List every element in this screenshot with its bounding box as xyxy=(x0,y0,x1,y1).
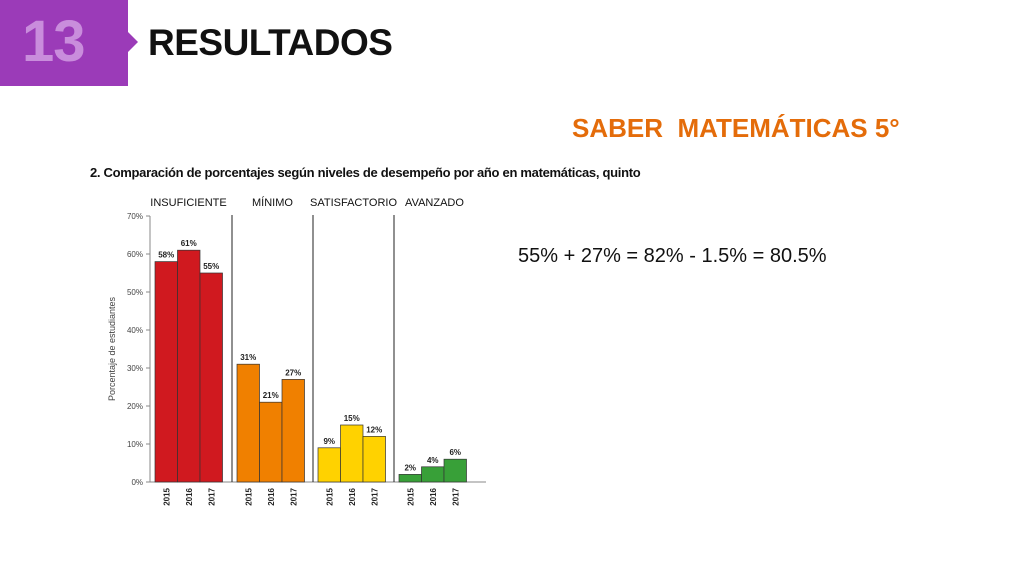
x-tick-label: 2016 xyxy=(267,487,276,505)
data-label: 6% xyxy=(449,448,461,457)
chart-title: 2. Comparación de porcentajes según nive… xyxy=(90,165,641,180)
y-axis-title: Porcentaje de estudiantes xyxy=(107,296,117,401)
x-tick-label: 2015 xyxy=(162,487,171,505)
x-tick-label: 2017 xyxy=(207,487,216,505)
x-tick-label: 2015 xyxy=(406,487,415,505)
group-label: INSUFICIENTE xyxy=(150,197,226,209)
group-label: MÍNIMO xyxy=(252,196,293,209)
bar xyxy=(362,436,386,483)
bar xyxy=(281,379,305,483)
y-tick-label: 40% xyxy=(127,326,143,335)
badge-arrow xyxy=(128,32,138,52)
formula-text: 55% + 27% = 82% - 1.5% = 80.5% xyxy=(518,245,827,267)
y-tick-label: 70% xyxy=(127,212,143,221)
slide-number-badge: 13 xyxy=(0,0,128,86)
x-tick-label: 2017 xyxy=(451,487,460,505)
y-tick-label: 20% xyxy=(127,402,143,411)
x-tick-label: 2017 xyxy=(289,487,298,505)
bar xyxy=(340,424,364,483)
data-label: 12% xyxy=(366,425,382,434)
data-label: 2% xyxy=(404,463,416,472)
y-tick-label: 0% xyxy=(131,478,143,487)
slide-number: 13 xyxy=(22,9,86,74)
x-tick-label: 2015 xyxy=(325,487,334,505)
data-label: 61% xyxy=(181,239,197,248)
data-label: 9% xyxy=(323,437,335,446)
y-tick-label: 60% xyxy=(127,250,143,259)
data-label: 21% xyxy=(263,391,279,400)
data-label: 58% xyxy=(158,251,174,260)
x-tick-label: 2017 xyxy=(370,487,379,505)
bar xyxy=(199,272,223,483)
group-label: SATISFACTORIO xyxy=(310,197,397,209)
y-tick-label: 30% xyxy=(127,364,143,373)
bar xyxy=(259,401,283,483)
data-label: 27% xyxy=(285,368,301,377)
data-label: 4% xyxy=(427,456,439,465)
bar xyxy=(177,249,201,483)
x-tick-label: 2016 xyxy=(185,487,194,505)
x-tick-label: 2016 xyxy=(429,487,438,505)
y-tick-label: 50% xyxy=(127,288,143,297)
bar xyxy=(398,474,422,483)
data-label: 31% xyxy=(240,353,256,362)
data-label: 55% xyxy=(203,262,219,271)
x-tick-label: 2015 xyxy=(244,487,253,505)
slide-title: RESULTADOS xyxy=(148,22,393,63)
bar xyxy=(421,466,445,483)
group-label: AVANZADO xyxy=(405,197,464,209)
data-label: 15% xyxy=(344,414,360,423)
x-tick-label: 2016 xyxy=(348,487,357,505)
subject-heading: SABER MATEMÁTICAS 5° xyxy=(572,113,900,143)
bar xyxy=(443,458,467,483)
bar xyxy=(154,261,178,483)
y-tick-label: 10% xyxy=(127,440,143,449)
bar xyxy=(236,363,260,483)
bar xyxy=(317,447,341,483)
